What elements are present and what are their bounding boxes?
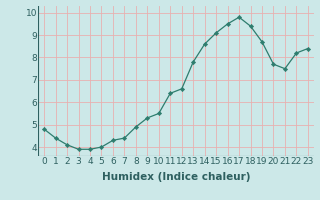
X-axis label: Humidex (Indice chaleur): Humidex (Indice chaleur) [102, 172, 250, 182]
